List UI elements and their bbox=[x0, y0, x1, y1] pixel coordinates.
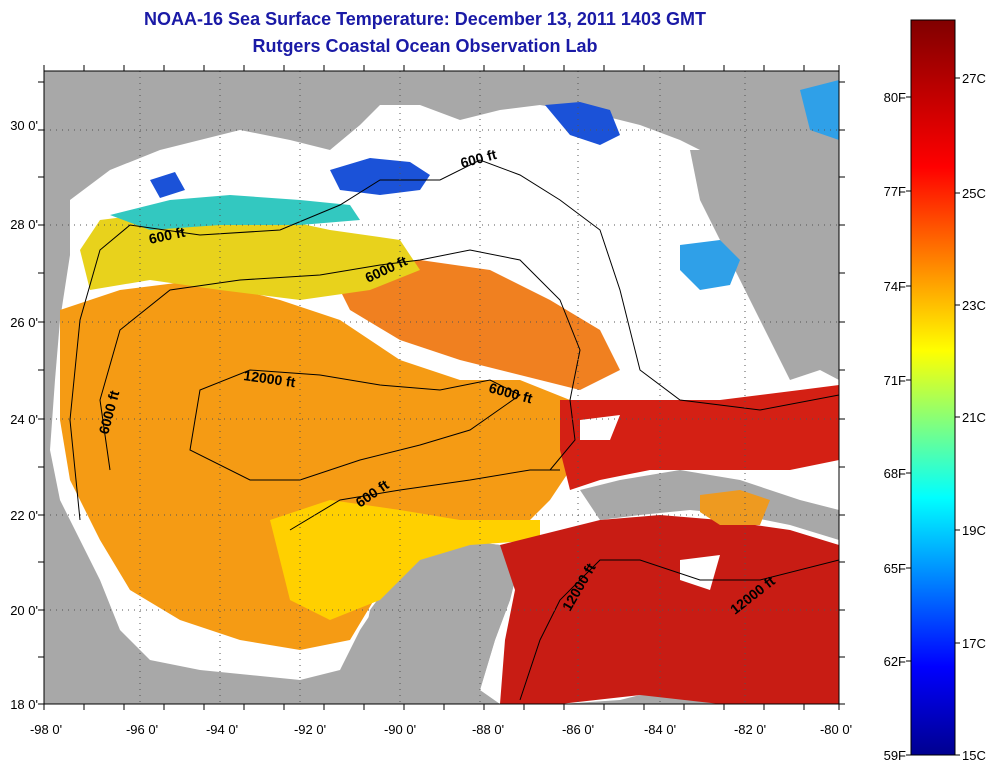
contour-label: 12000 ft bbox=[243, 367, 297, 390]
colorbar-c-label: 23C bbox=[962, 298, 986, 313]
lon-label: -82 0' bbox=[734, 722, 766, 737]
colorbar-c-label: 21C bbox=[962, 410, 986, 425]
contour-label: 600 ft bbox=[147, 224, 186, 247]
map-frame bbox=[43, 70, 840, 705]
lon-label: -98 0' bbox=[30, 722, 62, 737]
colorbar-celsius-labels: 27C 25C 23C 21C 19C 17C 15C bbox=[962, 71, 986, 763]
florida-land bbox=[690, 150, 839, 380]
colorbar-f-label: 59F bbox=[884, 748, 906, 763]
sst-data-layer bbox=[60, 80, 839, 704]
contour-600ft-yucatan bbox=[289, 469, 560, 531]
colorbar-c-label: 19C bbox=[962, 523, 986, 538]
longitude-labels: -98 0' -96 0' -94 0' -92 0' -90 0' -88 0… bbox=[30, 722, 852, 737]
colorbar-fahrenheit-labels: 80F 77F 74F 71F 68F 65F 62F 59F bbox=[884, 90, 906, 763]
colorbar-f-label: 62F bbox=[884, 654, 906, 669]
lon-label: -92 0' bbox=[294, 722, 326, 737]
bathymetry-contours bbox=[69, 159, 839, 701]
graticule bbox=[44, 71, 839, 704]
contour-12000ft bbox=[189, 369, 521, 481]
lon-label: -94 0' bbox=[206, 722, 238, 737]
lon-label: -86 0' bbox=[562, 722, 594, 737]
colorbar-c-label: 27C bbox=[962, 71, 986, 86]
latitude-labels: 30 0' 28 0' 26 0' 24 0' 22 0' 20 0' 18 0… bbox=[10, 118, 38, 712]
lat-label: 22 0' bbox=[10, 508, 38, 523]
lat-label: 24 0' bbox=[10, 412, 38, 427]
colorbar-f-label: 77F bbox=[884, 184, 906, 199]
contour-caribbean bbox=[519, 559, 839, 701]
colorbar-f-label: 74F bbox=[884, 279, 906, 294]
lon-label: -96 0' bbox=[126, 722, 158, 737]
colorbar-c-label: 15C bbox=[962, 748, 986, 763]
lat-label: 28 0' bbox=[10, 217, 38, 232]
colorbar-gradient bbox=[910, 19, 956, 756]
lon-label: -90 0' bbox=[384, 722, 416, 737]
lat-label: 18 0' bbox=[10, 697, 38, 712]
colorbar-f-label: 80F bbox=[884, 90, 906, 105]
lat-label: 20 0' bbox=[10, 603, 38, 618]
colorbar: 80F 77F 74F 71F 68F 65F 62F 59F 27C 25C … bbox=[884, 19, 986, 763]
map-area: 600 ft 600 ft 6000 ft 12000 ft 6000 ft 6… bbox=[44, 71, 839, 704]
lon-label: -84 0' bbox=[644, 722, 676, 737]
colorbar-f-label: 65F bbox=[884, 561, 906, 576]
map-subtitle: Rutgers Coastal Ocean Observation Lab bbox=[252, 36, 598, 56]
lon-label: -88 0' bbox=[472, 722, 504, 737]
colorbar-c-label: 17C bbox=[962, 636, 986, 651]
lat-label: 26 0' bbox=[10, 315, 38, 330]
colorbar-c-label: 25C bbox=[962, 186, 986, 201]
frame-ticks bbox=[38, 65, 845, 710]
lon-label: -80 0' bbox=[820, 722, 852, 737]
lat-label: 30 0' bbox=[10, 118, 38, 133]
colorbar-f-label: 71F bbox=[884, 373, 906, 388]
contour-600ft bbox=[69, 159, 839, 521]
contour-6000ft bbox=[99, 249, 581, 471]
map-title: NOAA-16 Sea Surface Temperature: Decembe… bbox=[144, 9, 706, 29]
colorbar-f-label: 68F bbox=[884, 466, 906, 481]
